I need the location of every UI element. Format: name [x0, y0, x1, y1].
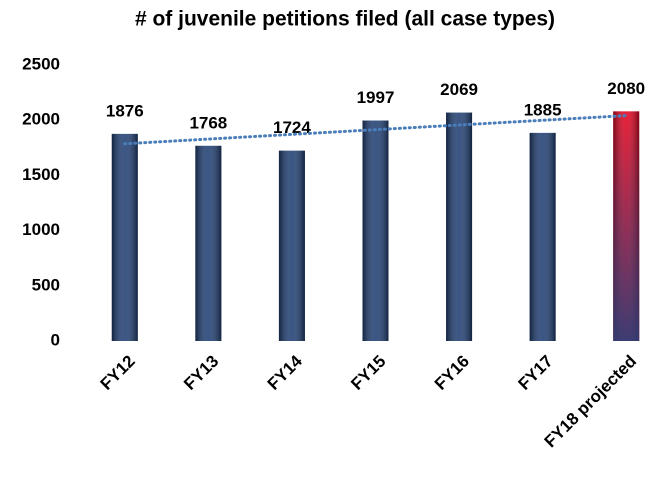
y-tick-label: 1500 — [22, 165, 60, 184]
bar-shade — [278, 150, 305, 341]
bar-shade — [195, 145, 222, 341]
bar-fade — [613, 111, 640, 341]
trendline — [123, 114, 628, 146]
value-label: 1885 — [524, 100, 562, 119]
bar-shade — [529, 132, 556, 341]
bar-shade — [111, 133, 138, 341]
x-tick-label: FY18 projected — [541, 352, 641, 452]
value-label: 2080 — [607, 79, 645, 98]
value-label: 1724 — [273, 118, 311, 137]
x-tick-label: FY14 — [264, 351, 307, 394]
value-label: 1768 — [189, 113, 227, 132]
x-tick-label: FY16 — [431, 352, 473, 394]
y-tick-label: 0 — [51, 330, 60, 349]
y-tick-label: 500 — [32, 275, 60, 294]
bar-shade — [362, 120, 389, 342]
value-label: 1876 — [106, 101, 144, 120]
y-tick-label: 2500 — [22, 54, 60, 73]
x-tick-label: FY12 — [97, 352, 139, 394]
y-tick-label: 1000 — [22, 220, 60, 239]
x-tick-label: FY17 — [514, 352, 556, 394]
y-tick-label: 2000 — [22, 110, 60, 129]
chart-title: # of juvenile petitions filed (all case … — [135, 8, 555, 31]
value-label: 2069 — [440, 80, 478, 99]
x-tick-label: FY15 — [347, 352, 389, 394]
bar-shade — [446, 112, 473, 341]
x-tick-label: FY13 — [180, 352, 222, 394]
value-label: 1997 — [357, 88, 395, 107]
